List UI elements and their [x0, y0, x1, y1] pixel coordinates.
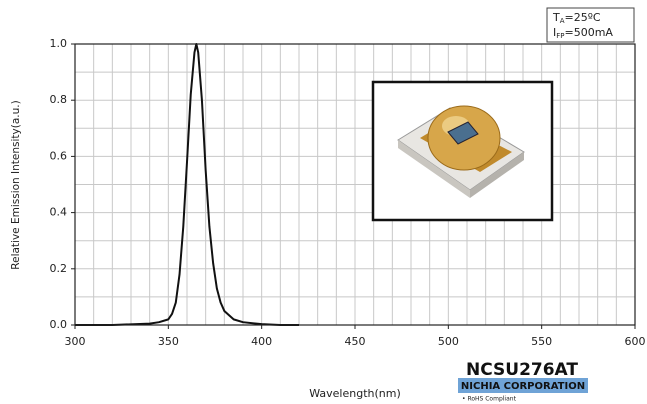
condition-value: =25ºC — [565, 11, 601, 24]
x-tick-label: 400 — [251, 335, 272, 348]
condition-value: =500mA — [565, 26, 614, 39]
y-tick-label: 0.2 — [50, 262, 68, 275]
y-tick-label: 0.6 — [50, 149, 68, 162]
company-name: NICHIA CORPORATION — [461, 381, 585, 392]
product-name: NCSU276AT — [466, 360, 578, 380]
y-tick-label: 1.0 — [50, 37, 68, 50]
x-tick-label: 450 — [345, 335, 366, 348]
condition-subscript: FP — [556, 32, 564, 40]
x-tick-label: 350 — [158, 335, 179, 348]
inset-photo — [373, 82, 552, 220]
chart: TA=25ºCIFP=500mA NCSU276AT NICHIA CORPOR… — [0, 0, 647, 404]
x-tick-label: 500 — [438, 335, 459, 348]
x-tick-label: 300 — [65, 335, 86, 348]
y-tick-label: 0.0 — [50, 318, 68, 331]
x-tick-label: 550 — [531, 335, 552, 348]
condition: TA=25ºC — [552, 11, 601, 25]
y-tick-label: 0.4 — [50, 206, 68, 219]
y-axis-label: Relative Emission Intensity(a.u.) — [10, 100, 22, 269]
y-tick-label: 0.8 — [50, 93, 68, 106]
rohs-note: • RoHS Compliant — [462, 396, 517, 403]
x-axis-label: Wavelength(nm) — [309, 387, 401, 400]
x-tick-label: 600 — [625, 335, 646, 348]
